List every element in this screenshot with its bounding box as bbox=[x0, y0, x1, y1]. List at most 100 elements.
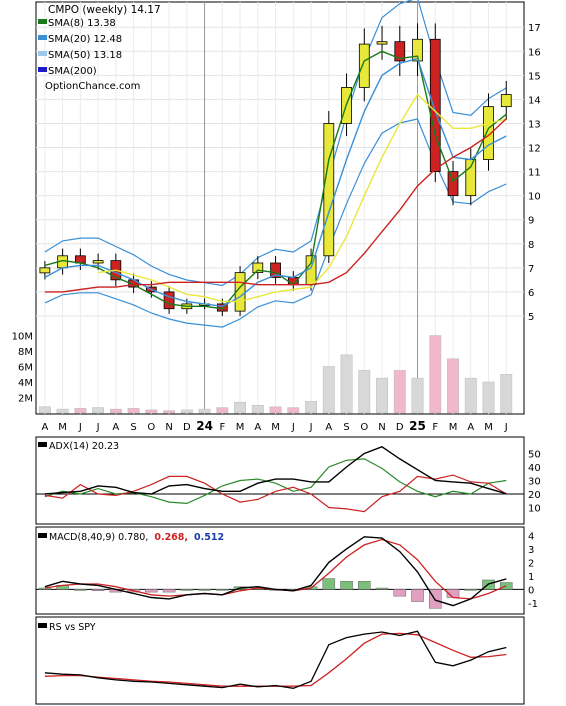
macd-histogram-bar bbox=[74, 589, 87, 591]
adx-tick-label: 20 bbox=[528, 490, 541, 501]
price-tick-label: 17 bbox=[528, 23, 541, 34]
volume-bar bbox=[429, 335, 442, 414]
volume-bar bbox=[92, 407, 105, 414]
volume-bar bbox=[322, 366, 335, 414]
macd-histogram-bar bbox=[198, 589, 211, 591]
x-tick-label: F bbox=[432, 422, 438, 433]
macd-histogram-bar bbox=[38, 587, 52, 590]
rs-series bbox=[44, 630, 507, 689]
legend-swatch-sma200 bbox=[38, 67, 47, 72]
price-tick-label: 14 bbox=[528, 95, 541, 106]
volume-bar bbox=[216, 407, 229, 414]
adx-tick-label: 40 bbox=[528, 463, 541, 474]
volume-bars bbox=[38, 335, 513, 414]
x-tick-label: F bbox=[219, 422, 225, 433]
sma50-line bbox=[98, 93, 507, 303]
x-tick-label: O bbox=[360, 422, 368, 433]
macd-histogram-bar bbox=[358, 581, 371, 590]
price-tick-label: 16 bbox=[528, 47, 541, 58]
candle-body bbox=[39, 267, 51, 274]
rs-label-text: RS vs SPY bbox=[49, 622, 96, 633]
x-tick-label: A bbox=[254, 422, 261, 433]
legend-swatch-sma8 bbox=[38, 19, 47, 24]
price-series bbox=[39, 0, 512, 328]
macd-tick-label: 3 bbox=[528, 545, 534, 556]
volume-bar bbox=[358, 370, 371, 414]
x-tick-label: M bbox=[484, 422, 493, 433]
x-tick-label: 24 bbox=[196, 419, 213, 433]
macd-value-3: 0.512 bbox=[194, 532, 224, 543]
macd-value-1: MACD(8,40,9) 0.780, bbox=[49, 532, 148, 543]
macd-series bbox=[36, 536, 524, 609]
legend-sma20: SMA(20) 12.48 bbox=[48, 34, 122, 45]
rs-label: RS vs SPY bbox=[38, 622, 96, 633]
x-tick-label: J bbox=[309, 422, 313, 433]
volume-bar bbox=[198, 408, 211, 414]
x-tick-label: D bbox=[396, 422, 404, 433]
price-tick-label: 15 bbox=[528, 71, 541, 82]
candle-body bbox=[429, 38, 441, 172]
volume-tick-label: 4M bbox=[18, 378, 33, 389]
x-tick-label: A bbox=[41, 422, 48, 433]
volume-tick-label: 8M bbox=[18, 347, 33, 358]
volume-bar bbox=[376, 377, 388, 414]
macd-histogram-bar bbox=[464, 589, 478, 591]
x-tick-label: J bbox=[291, 422, 295, 433]
volume-bar bbox=[287, 407, 300, 414]
watermark: OptionChance.com bbox=[45, 81, 140, 92]
candle-body bbox=[270, 262, 281, 278]
x-tick-label: D bbox=[183, 422, 191, 433]
price-tick-label: 12 bbox=[528, 144, 541, 155]
volume-bar bbox=[305, 401, 317, 414]
price-panel-frame bbox=[35, 1, 525, 415]
x-tick-label: A bbox=[112, 422, 119, 433]
candle-body bbox=[358, 43, 370, 88]
rs-panel-frame bbox=[35, 616, 525, 705]
x-tick-label: M bbox=[271, 422, 280, 433]
sma200-line bbox=[44, 118, 507, 293]
x-tick-label: J bbox=[504, 422, 508, 433]
volume-bar bbox=[38, 406, 51, 414]
volume-bar bbox=[393, 370, 406, 414]
adx-label-text: ADX(14) 20.23 bbox=[49, 441, 119, 452]
adx-label: ADX(14) 20.23 bbox=[38, 441, 119, 452]
price-tick-label: 8 bbox=[528, 240, 534, 251]
candle-body bbox=[92, 260, 104, 264]
di-minus-line bbox=[44, 474, 507, 513]
x-tick-label: 25 bbox=[409, 419, 426, 433]
volume-bar bbox=[234, 401, 247, 414]
candle-body bbox=[323, 123, 335, 257]
macd-value-2: 0.268, bbox=[154, 532, 188, 543]
price-tick-label: 9 bbox=[528, 216, 534, 227]
legend-sma50: SMA(50) 13.18 bbox=[48, 50, 122, 61]
candle-body bbox=[447, 171, 459, 197]
volume-bar bbox=[74, 408, 87, 414]
macd-tick-label: 4 bbox=[528, 531, 534, 542]
macd-histogram-bar bbox=[322, 578, 336, 590]
sma20-line bbox=[44, 57, 507, 308]
adx-tick-label: 50 bbox=[528, 450, 541, 461]
macd-label-text: MACD(8,40,9) 0.780, 0.268, 0.512 bbox=[49, 532, 224, 543]
chart-title: CMPO (weekly) 14.17 bbox=[48, 4, 161, 16]
x-tick-label: A bbox=[325, 422, 332, 433]
rs-line bbox=[44, 630, 507, 689]
x-tick-label: S bbox=[130, 422, 136, 433]
price-tick-label: 10 bbox=[528, 192, 541, 203]
x-tick-label: N bbox=[378, 422, 385, 433]
volume-bar bbox=[127, 408, 140, 414]
gridlines bbox=[36, 2, 524, 414]
volume-bar bbox=[251, 405, 264, 414]
macd-tick-label: -1 bbox=[528, 599, 538, 610]
x-tick-label: N bbox=[165, 422, 172, 433]
price-tick-label: 5 bbox=[528, 312, 534, 323]
candle-body bbox=[483, 106, 494, 160]
candle-body bbox=[376, 41, 388, 45]
volume-bar bbox=[109, 408, 122, 414]
price-tick-label: 11 bbox=[528, 168, 541, 179]
candle-body bbox=[465, 159, 477, 197]
candle-body bbox=[394, 41, 406, 62]
legend-swatch-sma20 bbox=[38, 35, 47, 40]
x-tick-label: M bbox=[236, 422, 245, 433]
